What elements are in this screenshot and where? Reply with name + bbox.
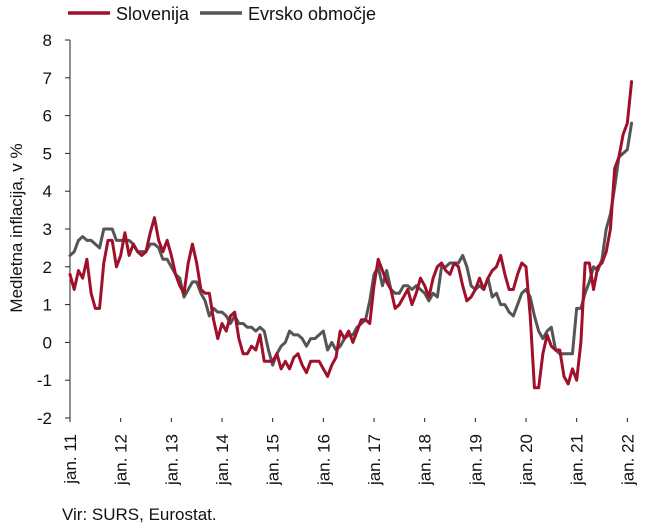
x-tick-label: jan. 20 [517, 434, 536, 486]
y-tick-label: -1 [37, 371, 52, 390]
x-tick-label: jan. 16 [314, 434, 333, 486]
y-tick-label: 4 [43, 182, 52, 201]
y-tick-labels: -2 -1 0 1 2 3 4 5 6 7 8 [37, 31, 52, 428]
y-tick-label: 3 [43, 220, 52, 239]
y-tick-label: 5 [43, 144, 52, 163]
y-axis-label: Medletna inflacija, v % [7, 143, 26, 312]
legend-label-slovenija: Slovenija [116, 4, 190, 24]
x-tick-label: jan. 18 [416, 434, 435, 486]
legend-label-evrsko-obmocje: Evrsko območje [248, 4, 376, 24]
y-tick-label: 0 [43, 333, 52, 352]
y-tick-label: 1 [43, 296, 52, 315]
series-lines [68, 80, 634, 390]
x-tick-label: jan. 21 [568, 434, 587, 486]
x-tick-label: jan. 19 [466, 434, 485, 486]
y-tick-label: 6 [43, 107, 52, 126]
x-tick-label: jan. 15 [264, 434, 283, 486]
x-tick-label: jan. 22 [618, 434, 637, 486]
y-tick-label: 2 [43, 258, 52, 277]
x-tick-label: jan. 17 [365, 434, 384, 486]
y-tick-label: 8 [43, 31, 52, 50]
axes [65, 39, 628, 422]
series-line-slovenija [68, 80, 634, 390]
y-tick-label: -2 [37, 409, 52, 428]
x-tick-label: jan. 13 [162, 434, 181, 486]
source-note: Vir: SURS, Eurostat. [62, 505, 217, 524]
x-tick-label: jan. 12 [112, 434, 131, 486]
y-tick-label: 7 [43, 69, 52, 88]
series-line-evrsko-obmocje [68, 121, 634, 367]
x-tick-label: jan. 11 [61, 434, 80, 485]
x-tick-labels: jan. 11 jan. 12 jan. 13 jan. 14 jan. 15 jan. … [61, 434, 637, 486]
x-tick-label: jan. 14 [213, 434, 232, 486]
legend: Slovenija Evrsko območje [68, 4, 376, 24]
